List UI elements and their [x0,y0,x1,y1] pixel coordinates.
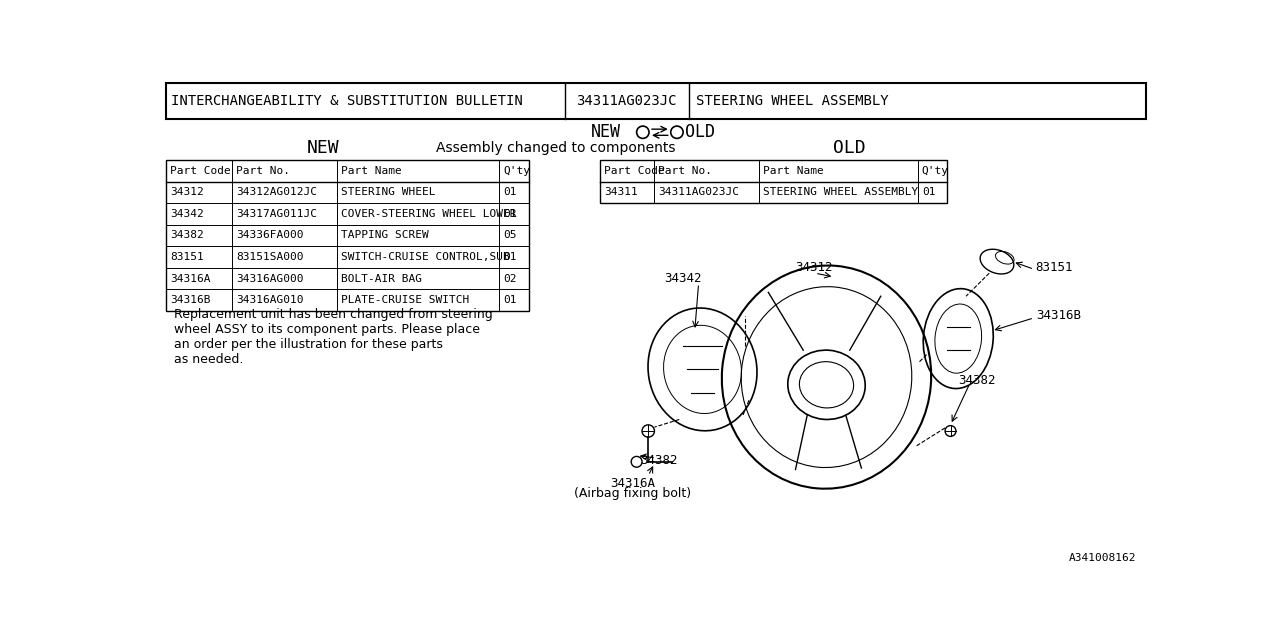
Text: 05: 05 [503,230,517,241]
Text: 01: 01 [503,209,517,219]
Text: INTERCHANGEABILITY & SUBSTITUTION BULLETIN: INTERCHANGEABILITY & SUBSTITUTION BULLET… [170,93,522,108]
Text: 34382: 34382 [959,374,996,387]
Text: 34312: 34312 [795,261,833,275]
Text: Assembly changed to components: Assembly changed to components [435,141,675,156]
Text: STEERING WHEEL ASSEMBLY: STEERING WHEEL ASSEMBLY [763,188,918,197]
Text: 01: 01 [503,188,517,197]
Text: 34311AG023JC: 34311AG023JC [576,93,677,108]
Text: Part Name: Part Name [763,166,824,176]
Text: PLATE-CRUISE SWITCH: PLATE-CRUISE SWITCH [340,295,468,305]
Text: (Airbag fixing bolt): (Airbag fixing bolt) [575,487,691,500]
Text: Part No.: Part No. [236,166,291,176]
Text: Q'ty: Q'ty [503,166,530,176]
Text: BOLT-AIR BAG: BOLT-AIR BAG [340,273,421,284]
Text: NEW: NEW [306,140,339,157]
Text: 01: 01 [503,252,517,262]
Text: 02: 02 [503,273,517,284]
Text: 34312: 34312 [170,188,204,197]
Text: 34316AG010: 34316AG010 [236,295,303,305]
Text: TAPPING SCREW: TAPPING SCREW [340,230,429,241]
Text: 34311AG023JC: 34311AG023JC [658,188,740,197]
Text: A341008162: A341008162 [1069,553,1137,563]
Bar [600,160,947,203]
Bar [166,160,529,311]
Text: Part No.: Part No. [658,166,713,176]
Text: 34342: 34342 [170,209,204,219]
Text: 34316A: 34316A [611,477,655,490]
Text: 83151: 83151 [1036,261,1073,275]
Text: STEERING WHEEL: STEERING WHEEL [340,188,435,197]
Text: STEERING WHEEL ASSEMBLY: STEERING WHEEL ASSEMBLY [696,93,888,108]
Text: 34342: 34342 [664,272,701,285]
Text: SWITCH-CRUISE CONTROL,SUB: SWITCH-CRUISE CONTROL,SUB [340,252,509,262]
Text: COVER-STEERING WHEEL LOWER: COVER-STEERING WHEEL LOWER [340,209,516,219]
Text: 34317AG011JC: 34317AG011JC [236,209,317,219]
Text: Replacement unit has been changed from steering
wheel ASSY to its component part: Replacement unit has been changed from s… [174,308,493,366]
Text: 34382: 34382 [170,230,204,241]
Text: 83151SA000: 83151SA000 [236,252,303,262]
Text: 01: 01 [503,295,517,305]
Text: Part Name: Part Name [340,166,402,176]
Text: Q'ty: Q'ty [922,166,948,176]
Text: 34316B: 34316B [170,295,211,305]
Text: 34336FA000: 34336FA000 [236,230,303,241]
Text: Part Code: Part Code [170,166,230,176]
Text: 34316AG000: 34316AG000 [236,273,303,284]
Text: 34316A: 34316A [170,273,211,284]
Text: 34382: 34382 [640,454,678,467]
Text: 34311: 34311 [604,188,637,197]
Bar [166,83,1146,119]
Text: OLD: OLD [833,140,867,157]
Text: 83151: 83151 [170,252,204,262]
Text: 34316B: 34316B [1036,309,1080,322]
Text: OLD: OLD [685,124,714,141]
Text: Part Code: Part Code [604,166,664,176]
Text: NEW: NEW [591,124,621,141]
Text: 34312AG012JC: 34312AG012JC [236,188,317,197]
Text: 01: 01 [922,188,936,197]
